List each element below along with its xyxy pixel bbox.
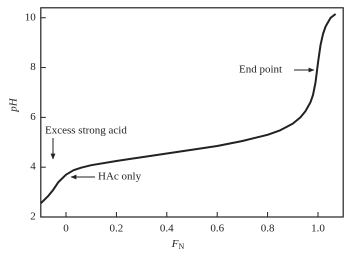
plot-frame: [40, 7, 344, 218]
x-tick-label: 0: [63, 223, 69, 235]
y-tick-label: 6: [30, 111, 36, 123]
annotation: HAc only: [98, 171, 142, 183]
line: [40, 13, 337, 205]
annotation: Excess strong acid: [45, 125, 127, 137]
x-tick-label: 0.8: [261, 223, 275, 235]
annotation: End point: [239, 64, 282, 76]
y-tick-label: 2: [30, 211, 36, 223]
y-axis-label: pH: [8, 97, 20, 113]
y-tick-label: 8: [30, 61, 36, 73]
y-tick-label: 10: [25, 11, 37, 23]
x-tick-label: 0.2: [110, 223, 124, 235]
x-tick-label: 1.0: [311, 223, 325, 235]
x-tick-label: 0.6: [210, 223, 224, 235]
y-tick-label: 4: [30, 161, 36, 173]
x-tick-label: 0.4: [160, 223, 174, 235]
x-axis-label: FN: [171, 238, 185, 251]
